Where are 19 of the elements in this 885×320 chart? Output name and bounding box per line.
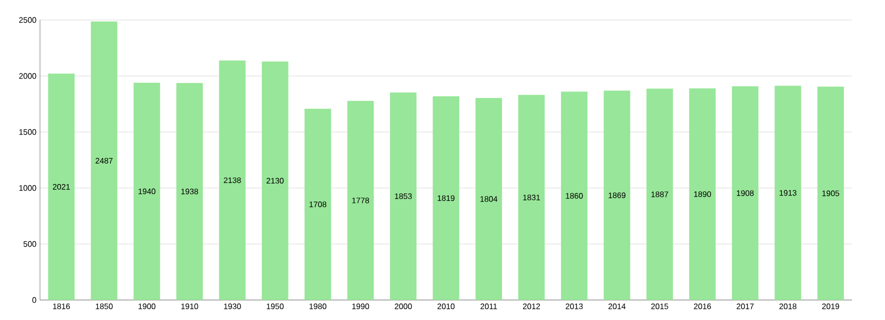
bar [262, 61, 288, 300]
bar [304, 108, 332, 300]
bar [560, 92, 588, 300]
bar [604, 90, 630, 300]
bar [475, 98, 502, 300]
bar [774, 86, 802, 300]
bar [48, 74, 75, 300]
bar [347, 100, 374, 300]
bar [219, 60, 246, 300]
bar [518, 94, 545, 300]
bar [732, 86, 758, 300]
bar [432, 96, 460, 300]
bar [90, 21, 118, 300]
bar [646, 88, 673, 300]
bar [390, 92, 417, 300]
bar [817, 86, 844, 300]
bar [134, 82, 160, 300]
bar [689, 88, 716, 300]
bar [176, 82, 203, 300]
